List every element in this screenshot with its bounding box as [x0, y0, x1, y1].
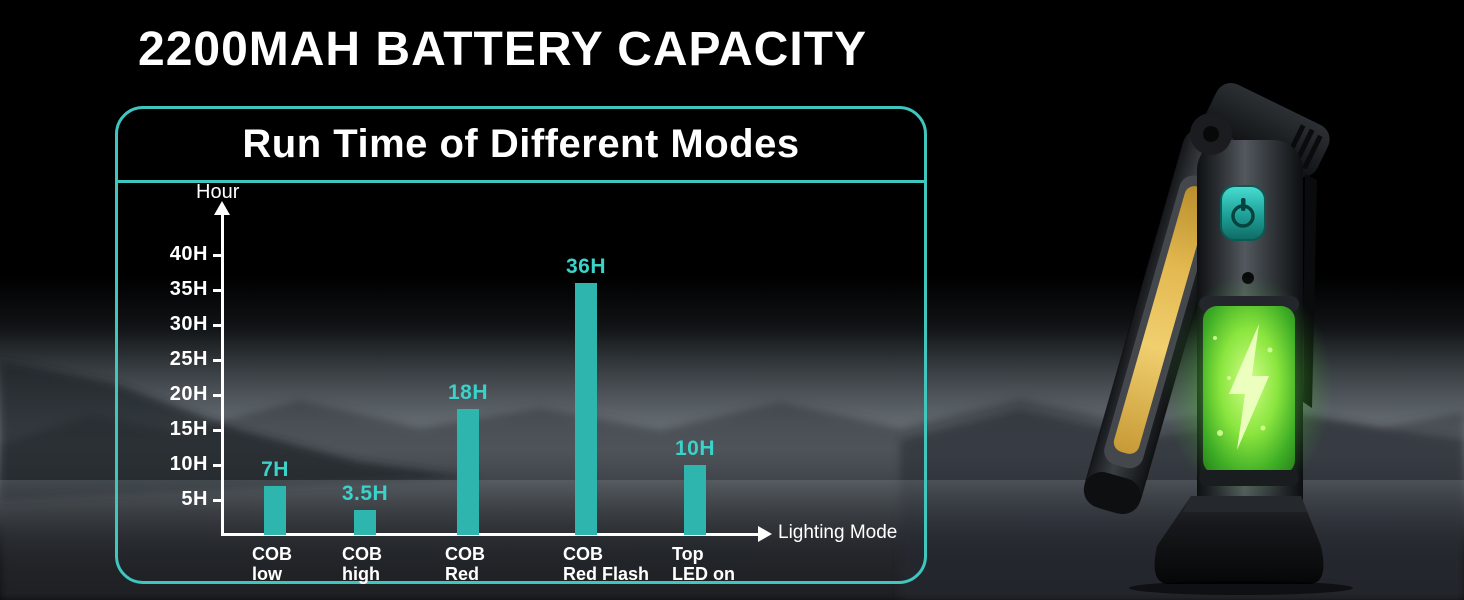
bar [575, 283, 597, 535]
chart-title: Run Time of Different Modes [242, 122, 800, 166]
runtime-panel: Run Time of Different Modes Hour Lightin… [115, 106, 927, 584]
y-tick-mark [213, 289, 222, 292]
y-tick-label: 25H [169, 348, 208, 370]
y-axis [221, 215, 224, 535]
x-category-label: COB Red [445, 544, 485, 584]
bar-value-label: 18H [447, 381, 489, 404]
battery-window [1163, 276, 1333, 500]
bar [264, 486, 286, 535]
x-category-label: COB low [252, 544, 292, 584]
y-tick-mark [213, 324, 222, 327]
bar-value-label: 10H [674, 437, 716, 460]
y-tick-label: 15H [169, 418, 208, 440]
panel-header: Run Time of Different Modes [118, 109, 924, 183]
y-tick-label: 40H [169, 243, 208, 265]
bar-chart: Hour Lighting Mode 5H 10H 15H 20H 25H 30H 35H 4… [118, 109, 924, 584]
y-tick-mark [213, 499, 222, 502]
y-tick-label: 30H [169, 313, 208, 335]
y-axis-label: Hour [196, 181, 240, 203]
bar [354, 510, 376, 535]
power-button-icon [1220, 185, 1266, 241]
x-category-label: COB high [342, 544, 382, 584]
bar-value-label: 36H [565, 255, 607, 278]
x-axis-arrow-icon [758, 526, 772, 542]
y-tick-label: 5H [181, 488, 208, 510]
x-category-label: Top LED on [672, 544, 735, 584]
y-tick-mark [213, 429, 222, 432]
y-tick-mark [213, 394, 222, 397]
bar [457, 409, 479, 535]
page-title: 2200MAH BATTERY CAPACITY [138, 23, 867, 76]
y-tick-label: 20H [169, 383, 208, 405]
y-tick-mark [213, 464, 222, 467]
flashlight-illustration [1083, 83, 1353, 595]
y-tick-label: 35H [169, 278, 208, 300]
x-category-label: COB Red Flash [563, 544, 650, 584]
x-axis [221, 533, 758, 536]
bar-value-label: 7H [261, 458, 289, 481]
y-tick-label: 10H [169, 453, 208, 475]
y-axis-arrow-icon [214, 201, 230, 215]
y-tick-mark [213, 359, 222, 362]
x-axis-label: Lighting Mode [778, 522, 898, 543]
bar [684, 465, 706, 535]
y-tick-mark [213, 254, 222, 257]
bar-value-label: 3.5H [341, 482, 389, 505]
flashlight-base [1129, 496, 1353, 595]
